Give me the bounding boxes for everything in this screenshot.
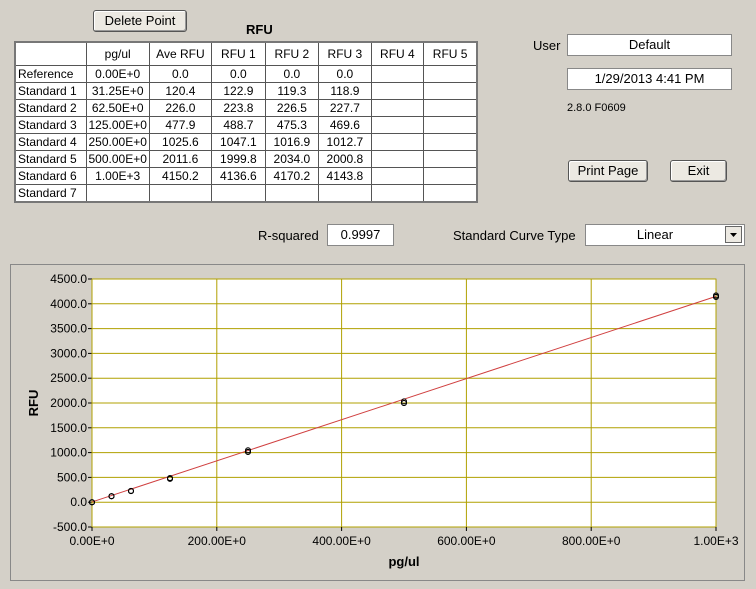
table-cell: [85, 184, 150, 203]
table-cell: [422, 184, 478, 203]
column-header: Ave RFU: [148, 41, 212, 66]
data-point: [89, 499, 95, 506]
table-row: Standard 1 31.25E+0 120.4 122.9 119.3 118.9: [14, 82, 478, 100]
column-header: RFU 4: [370, 41, 424, 66]
curve-type-label: Standard Curve Type: [453, 228, 576, 243]
rfu-table: pg/ul Ave RFU RFU 1 RFU 2 RFU 3 RFU 4 RFU 5 Re…: [14, 41, 479, 203]
y-tick-label: 3000.0: [50, 346, 87, 360]
table-cell: 4170.2: [264, 167, 319, 185]
corner-cell: [14, 41, 87, 66]
y-tick-label: -500.0: [53, 520, 87, 534]
x-tick-label: 600.00E+0: [437, 534, 496, 548]
table-row: Standard 7: [14, 184, 478, 203]
table-cell: 4136.6: [210, 167, 266, 185]
y-tick-label: 2000.0: [50, 396, 87, 410]
table-cell: 4150.2: [148, 167, 212, 185]
chart-panel: [10, 264, 745, 581]
delete-point-button[interactable]: Delete Point: [93, 10, 187, 32]
table-cell: 1.00E+3: [85, 167, 150, 185]
table-row: Standard 6 1.00E+3 4150.2 4136.6 4170.2 4143.…: [14, 167, 478, 185]
table-cell: 488.7: [210, 116, 266, 134]
curve-type-dropdown[interactable]: Linear: [585, 224, 745, 246]
table-cell: 226.5: [264, 99, 319, 117]
table-cell: 1012.7: [317, 133, 372, 151]
table-cell: 227.7: [317, 99, 372, 117]
y-tick-label: 0.0: [70, 495, 87, 509]
row-label: Standard 2: [14, 99, 87, 117]
data-point: [128, 487, 134, 494]
row-label: Standard 6: [14, 167, 87, 185]
table-cell: 469.6: [317, 116, 372, 134]
r-squared-label: R-squared: [258, 228, 319, 243]
table-row: Standard 4 250.00E+0 1025.6 1047.1 1016.9 101…: [14, 133, 478, 151]
y-tick-label: 3500.0: [50, 322, 87, 336]
data-point: [245, 448, 251, 455]
table-cell: 2000.8: [317, 150, 372, 168]
table-row: Standard 3 125.00E+0 477.9 488.7 475.3 469.6: [14, 116, 478, 134]
y-tick-label: 2500.0: [50, 371, 87, 385]
row-label: Reference: [14, 65, 87, 83]
table-cell: 120.4: [148, 82, 212, 100]
table-cell: 31.25E+0: [85, 82, 150, 100]
data-point: [108, 493, 115, 500]
data-point: [713, 293, 719, 300]
y-tick-label: 4500.0: [50, 272, 87, 286]
table-title: RFU: [246, 22, 273, 37]
exit-button[interactable]: Exit: [670, 160, 727, 182]
column-header: RFU 5: [422, 41, 478, 66]
table-cell: 119.3: [264, 82, 319, 100]
table-row: Reference 0.00E+0 0.0 0.0 0.0 0.0: [14, 65, 478, 83]
table-cell: 4143.8: [317, 167, 372, 185]
data-point: [167, 475, 173, 482]
table-cell: [422, 167, 478, 185]
row-label: Standard 3: [14, 116, 87, 134]
user-label: User: [533, 38, 561, 53]
column-header: RFU 3: [317, 41, 372, 66]
x-tick-label: 800.00E+0: [562, 534, 621, 548]
x-tick-label: 0.00E+0: [69, 534, 114, 548]
column-header: RFU 2: [264, 41, 319, 66]
table-row: Standard 2 62.50E+0 226.0 223.8 226.5 227.7: [14, 99, 478, 117]
data-point: [401, 399, 407, 406]
table-cell: 0.0: [264, 65, 319, 83]
table-cell: 62.50E+0: [85, 99, 150, 117]
y-tick-label: 500.0: [57, 470, 87, 484]
x-tick-label: 400.00E+0: [312, 534, 371, 548]
column-header: pg/ul: [85, 41, 150, 66]
y-tick-label: 4000.0: [50, 297, 87, 311]
y-tick-label: 1000.0: [50, 446, 87, 460]
table-cell: 250.00E+0: [85, 133, 150, 151]
x-tick-label: 200.00E+0: [188, 534, 247, 548]
y-tick-label: 1500.0: [50, 421, 87, 435]
table-cell: 0.00E+0: [85, 65, 150, 83]
dropdown-arrow[interactable]: [725, 226, 742, 243]
arrow-icon: [730, 233, 737, 237]
x-tick-label: 1.00E+3: [693, 534, 738, 548]
x-axis-label: pg/ul: [388, 554, 419, 569]
user-field[interactable]: Default: [567, 34, 732, 56]
version-text: 2.8.0 F0609: [567, 102, 626, 114]
print-page-button[interactable]: Print Page: [568, 160, 648, 182]
column-header: RFU 1: [210, 41, 266, 66]
r-squared-field: 0.9997: [327, 224, 394, 246]
y-axis-label: RFU: [26, 390, 41, 417]
datetime-field: 1/29/2013 4:41 PM: [567, 68, 732, 90]
